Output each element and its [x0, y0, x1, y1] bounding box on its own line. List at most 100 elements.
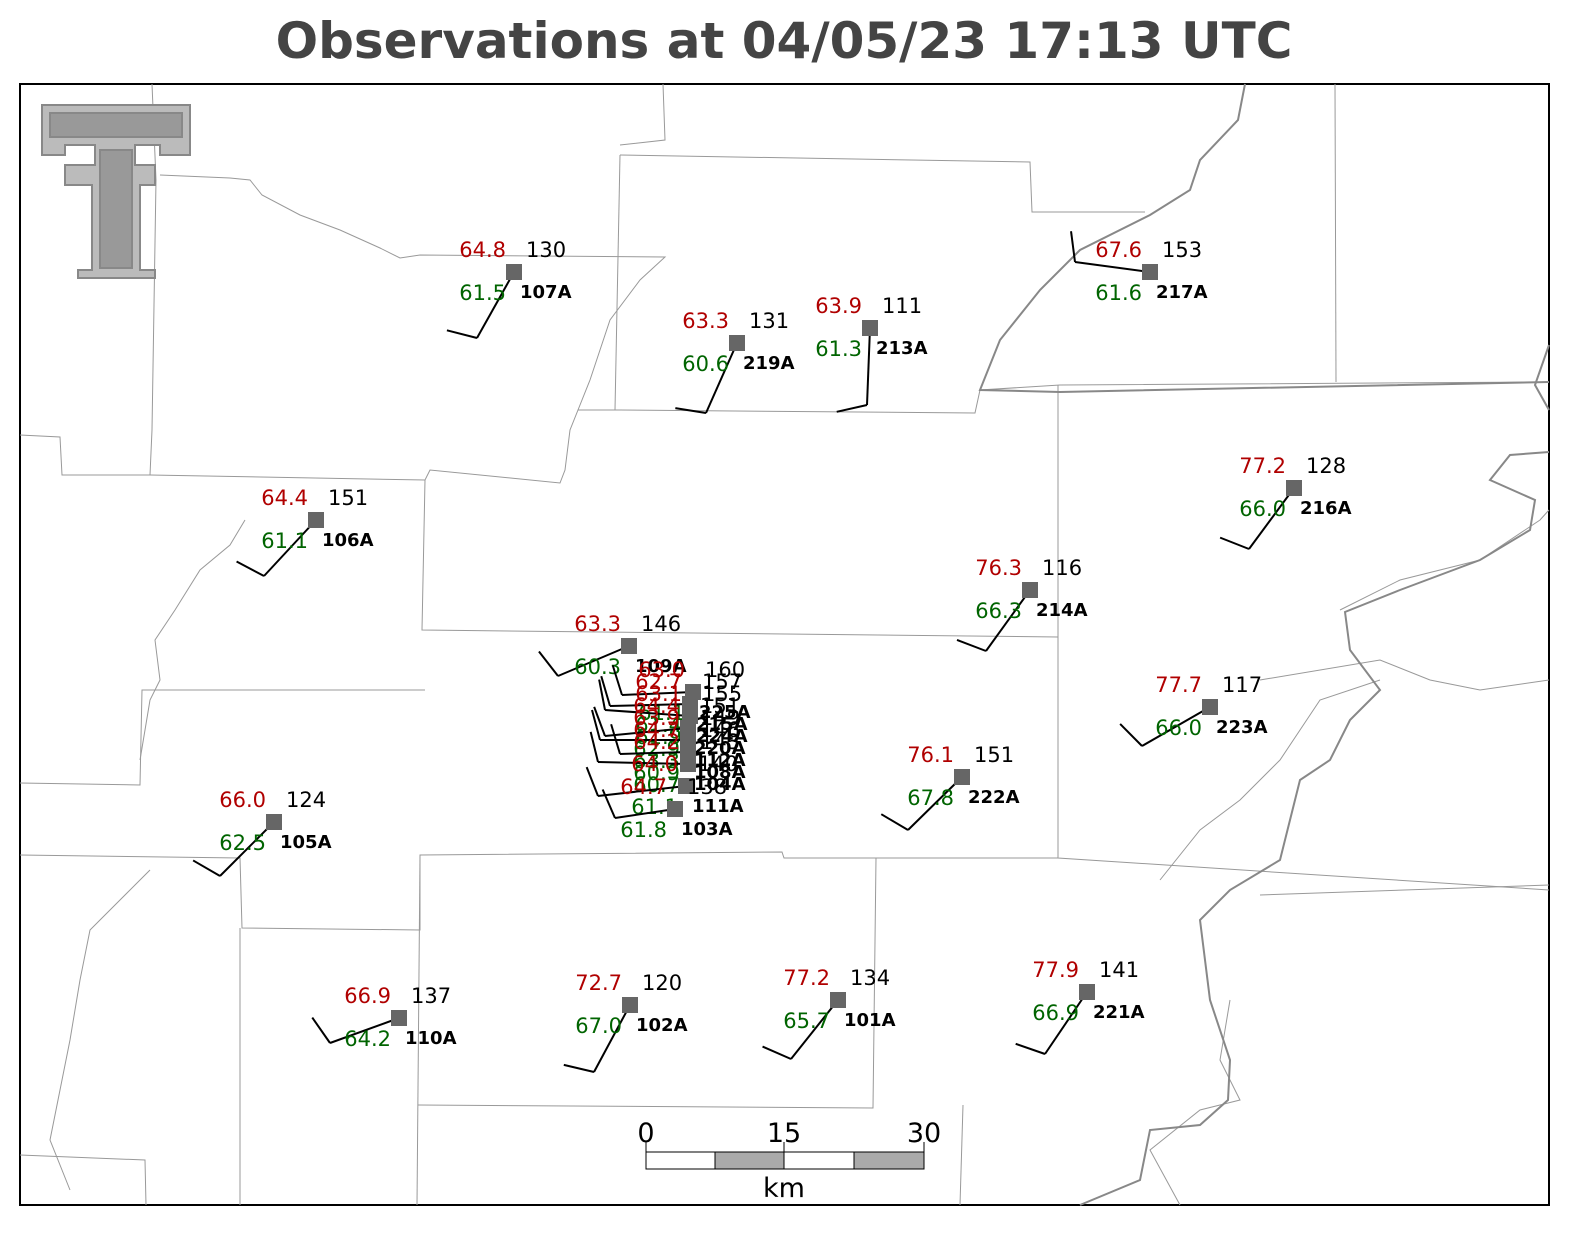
wind-staff [597, 785, 687, 797]
station-marker [308, 512, 324, 528]
wind-barb [311, 1016, 331, 1044]
wind-barb [762, 1045, 792, 1060]
station: 77.2 128 66.0 216A [1219, 454, 1352, 550]
station-marker [830, 992, 846, 1008]
station-id: 225A [699, 702, 751, 723]
pressure: 153 [1162, 238, 1202, 262]
pressure: 146 [641, 612, 681, 636]
pressure: 120 [642, 971, 682, 995]
map-frame [19, 83, 1550, 1206]
station: 66.9 137 64.2 110A [311, 984, 457, 1051]
station: 72.7 120 67.0 102A [563, 971, 688, 1073]
station-marker [1079, 984, 1095, 1000]
wind-barb [601, 789, 616, 819]
wind-staff [1044, 991, 1088, 1055]
temperature: 64.0 [631, 752, 678, 776]
wind-barb [538, 650, 559, 677]
station-id: 213A [876, 338, 928, 359]
station-id: 106A [322, 530, 374, 551]
pressure: 160 [705, 658, 745, 682]
station-id: 215A [696, 714, 748, 735]
scale-tick: 15 [767, 1118, 801, 1149]
logo [41, 104, 191, 279]
wind-staff [263, 519, 317, 577]
wind-staff [619, 751, 689, 755]
station-id: 109A [635, 656, 687, 677]
station: 67.6 153 61.6 217A [1070, 231, 1208, 305]
pressure: 149 [700, 706, 740, 730]
station-marker [680, 756, 696, 772]
wind-barb [956, 639, 987, 652]
station: 64.7 138 61.8 103A [601, 775, 733, 842]
pressure: 111 [882, 294, 922, 318]
wind-barb [1070, 231, 1076, 263]
station: 64.8 130 61.5 107A [446, 238, 572, 339]
pressure: 138 [687, 775, 727, 799]
station-id: 101A [844, 1010, 896, 1031]
wind-barb [836, 404, 868, 413]
station-plots: 64.8 130 61.5 107A 63.3 131 60.6 219A 63.9 111 61.… [192, 231, 1352, 1073]
pressure: 128 [1306, 454, 1346, 478]
dewpoint: 60.6 [682, 352, 729, 376]
station-id: 221A [1093, 1002, 1145, 1023]
pressure: 151 [700, 694, 740, 718]
station-id: 217A [1156, 282, 1208, 303]
pressure: 146 [700, 718, 740, 742]
wind-staff [1248, 487, 1295, 550]
station-marker [506, 264, 522, 280]
dewpoint: 64.2 [344, 1027, 391, 1051]
station-marker [391, 1010, 407, 1026]
temperature: 77.2 [783, 966, 830, 990]
pressure: 143 [700, 730, 740, 754]
wind-staff [476, 271, 515, 339]
station: 66.0 124 62.5 105A [192, 788, 332, 877]
pressure: 116 [1042, 556, 1082, 580]
temperature: 66.0 [219, 788, 266, 812]
temperature: 64.2 [633, 730, 680, 754]
temperature: 64.8 [459, 238, 506, 262]
wind-staff [614, 808, 676, 819]
temperature: 64.7 [620, 775, 667, 799]
dewpoint: 61.5 [459, 281, 506, 305]
wind-staff [329, 1017, 400, 1044]
wind-barb [880, 813, 909, 831]
temperature: 63.9 [633, 706, 680, 730]
pressure: 155 [702, 682, 742, 706]
scale-bar: 0 15 30 km [637, 1118, 941, 1204]
wind-barb [610, 723, 621, 755]
wind-barb [675, 407, 707, 414]
dewpoint: 61.3 [815, 337, 862, 361]
temperature: 77.2 [1239, 454, 1286, 478]
wind-staff [604, 727, 689, 737]
temperature: 62.7 [635, 670, 682, 694]
station-marker [729, 335, 745, 351]
wind-staff [907, 776, 963, 831]
wind-barb [611, 665, 623, 696]
station: 77.9 141 66.9 221A [1015, 958, 1145, 1055]
dewpoint: 66.0 [1239, 497, 1286, 521]
station-marker [622, 997, 638, 1013]
wind-barb [236, 560, 265, 577]
pressure: 140 [698, 752, 738, 776]
station-id: 110A [405, 1028, 457, 1049]
temperature: 77.7 [1155, 673, 1202, 697]
scale-tick: 0 [637, 1118, 654, 1149]
pressure: 117 [1222, 673, 1262, 697]
station: 77.7 117 66.0 223A [1119, 673, 1268, 747]
temperature: 77.9 [1032, 958, 1079, 982]
dewpoint: 60.7 [633, 773, 680, 797]
temperature: 76.3 [975, 556, 1022, 580]
pressure: 130 [526, 238, 566, 262]
temperature: 63.1 [635, 682, 682, 706]
scale-unit: km [763, 1173, 805, 1204]
dewpoint: 60.9 [633, 761, 680, 785]
wind-barb [593, 706, 606, 737]
station-id: 219A [743, 353, 795, 374]
wind-staff [593, 1004, 631, 1073]
station-id: 220A [694, 738, 746, 759]
dewpoint: 67.8 [907, 786, 954, 810]
station: 76.1 151 67.8 222A [880, 743, 1020, 831]
